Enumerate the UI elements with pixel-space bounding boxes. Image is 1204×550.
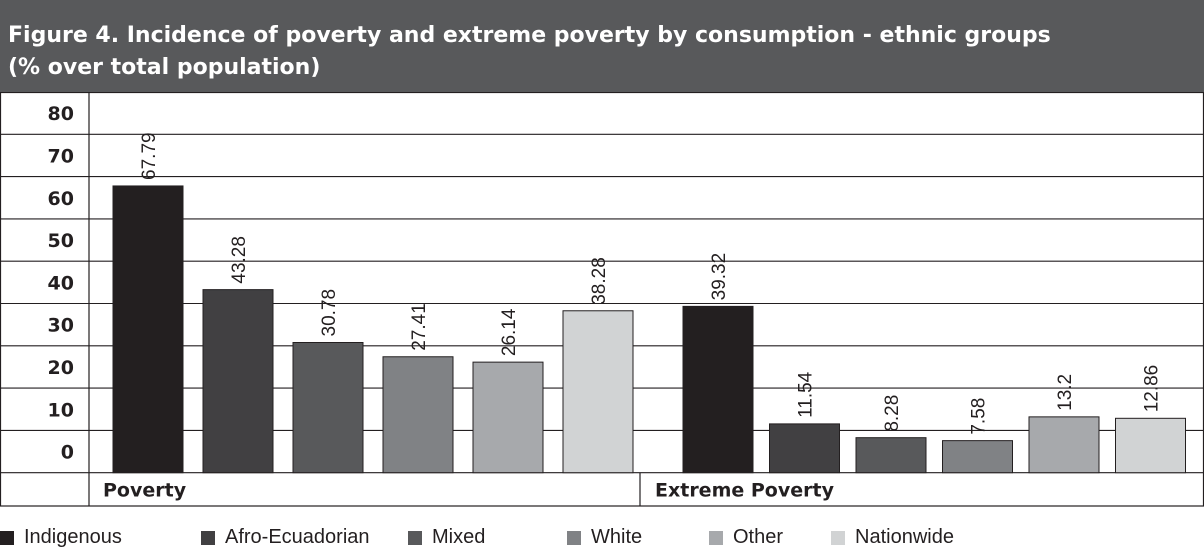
data-label: 11.54	[796, 371, 817, 418]
bar	[942, 440, 1013, 474]
bar	[682, 305, 754, 474]
data-label: 38.28	[589, 257, 610, 305]
data-label: 8.28	[882, 395, 903, 432]
legend-swatch	[0, 530, 14, 545]
bar	[855, 437, 927, 474]
data-label: 30.78	[319, 289, 340, 337]
bar	[562, 310, 634, 474]
y-tick-label: 20	[48, 357, 74, 379]
y-axis: 80 70 60 50 40 30 20 10 0	[48, 103, 74, 463]
legend-swatch	[408, 530, 422, 545]
legend-item: Afro-Ecuadorian	[201, 525, 370, 550]
y-tick-label: 30	[48, 315, 74, 337]
bar	[472, 361, 544, 474]
data-label: 13.2	[1055, 374, 1076, 411]
bar	[1115, 417, 1186, 474]
legend-swatch	[831, 530, 845, 545]
chart-plot: 67.79 43.28 30.78 27.41 26.14 38.28 39.32 11.54…	[0, 92, 1204, 507]
y-tick-label: 80	[48, 103, 74, 125]
legend-item: Mixed	[408, 525, 485, 550]
chart-title-bar: Figure 4. Incidence of poverty and extre…	[0, 0, 1204, 92]
bar	[112, 185, 184, 474]
category-label: Extreme Poverty	[655, 479, 835, 501]
data-label: 12.86	[1142, 365, 1163, 413]
data-label: 67.79	[139, 132, 160, 180]
legend: Indigenous Afro-Ecuadorian Mixed White Other…	[0, 525, 1204, 550]
legend-item: Indigenous	[0, 525, 122, 550]
y-tick-label: 40	[48, 272, 74, 294]
category-label: Poverty	[103, 479, 187, 501]
data-label: 43.28	[229, 236, 250, 284]
data-label: 39.32	[709, 253, 730, 301]
legend-label: White	[591, 526, 643, 548]
data-labels: 67.79 43.28 30.78 27.41 26.14 38.28 39.32 11.54…	[139, 132, 1163, 434]
y-tick-label: 10	[48, 399, 74, 421]
bar	[382, 356, 454, 474]
bar	[202, 289, 274, 474]
y-tick-label: 0	[61, 442, 74, 464]
data-label: 27.41	[409, 303, 430, 351]
y-tick-label: 50	[48, 230, 74, 252]
legend-item: Other	[709, 525, 783, 550]
y-tick-label: 60	[48, 188, 74, 210]
legend-label: Afro-Ecuadorian	[225, 526, 370, 548]
legend-swatch	[201, 530, 215, 545]
bars	[112, 185, 1186, 474]
bar	[769, 423, 840, 474]
legend-swatch	[709, 530, 723, 545]
category-labels: Poverty Extreme Poverty	[103, 479, 835, 501]
bar	[1028, 416, 1100, 474]
legend-item: Nationwide	[831, 525, 954, 550]
legend-label: Nationwide	[855, 526, 954, 548]
data-label: 7.58	[969, 398, 990, 435]
chart-title: Figure 4. Incidence of poverty and extre…	[8, 23, 1051, 80]
legend-label: Mixed	[432, 526, 486, 548]
legend-label: Other	[733, 526, 784, 548]
y-tick-label: 70	[48, 145, 74, 167]
legend-swatch	[567, 530, 581, 545]
bar	[292, 342, 364, 474]
data-label: 26.14	[499, 308, 520, 356]
legend-item: White	[567, 525, 642, 550]
legend-label: Indigenous	[24, 526, 122, 548]
